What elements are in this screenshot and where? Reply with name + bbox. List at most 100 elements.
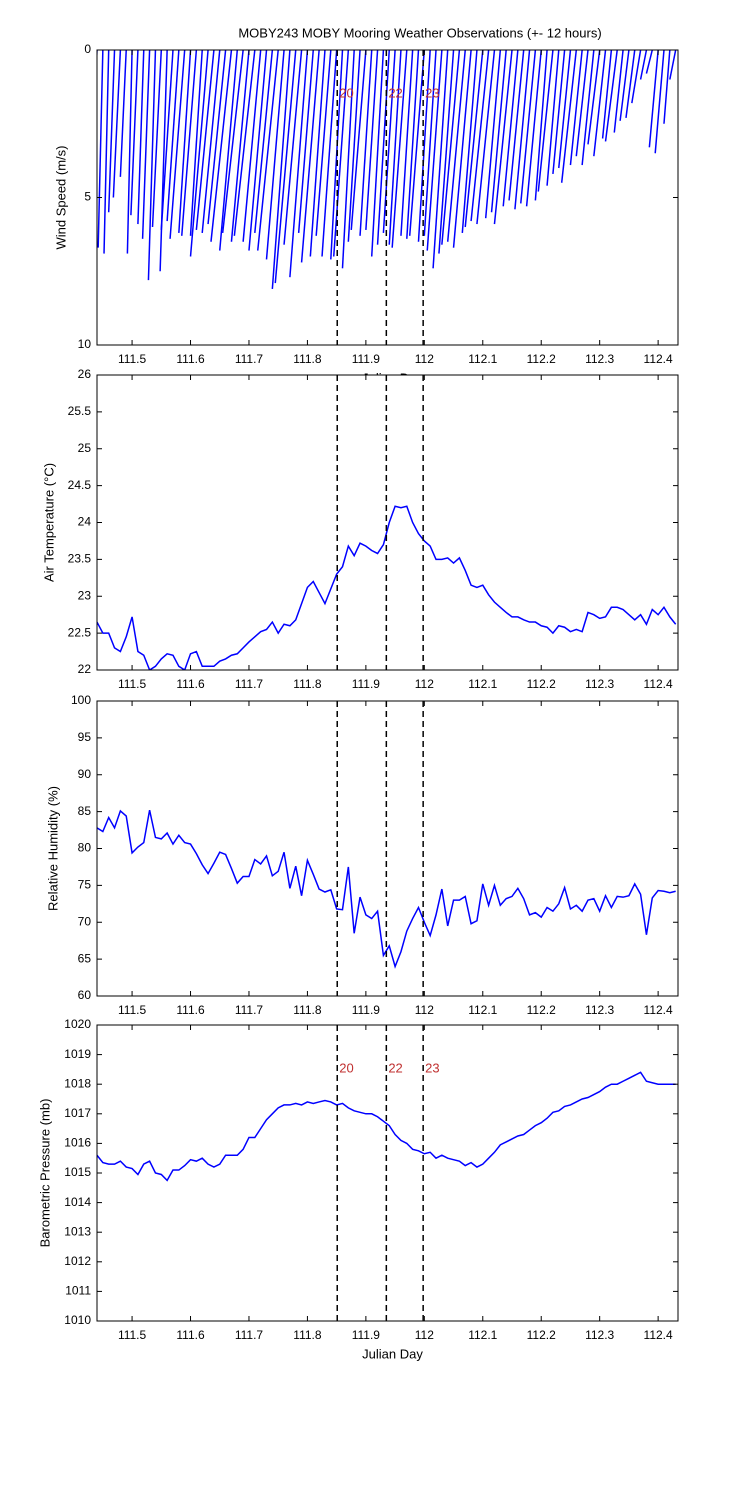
x-tick-label: 111.5 (118, 677, 147, 691)
y-tick-label: 1017 (64, 1106, 91, 1120)
y-tick-label: 90 (78, 767, 92, 781)
wind-stick (593, 50, 607, 157)
x-tick-label: 112 (415, 1328, 434, 1342)
wind-stick (119, 50, 127, 177)
wind-stick (151, 50, 163, 228)
wind-stick (297, 50, 315, 233)
x-tick-label: 112.1 (468, 352, 497, 366)
wind-stick (625, 50, 636, 118)
y-tick-label: 70 (78, 914, 92, 928)
wind-stick (370, 50, 385, 257)
wind-stick (438, 50, 455, 254)
x-tick-label: 112.2 (527, 352, 556, 366)
data-line (97, 1071, 676, 1182)
wind-stick (569, 50, 583, 166)
x-tick-label: 112.3 (585, 1328, 614, 1342)
y-tick-label: 26 (78, 367, 92, 381)
event-label: 22 (388, 85, 402, 100)
plot-content (97, 1071, 676, 1182)
y-tick-label: 23 (78, 588, 92, 602)
wind-stick (265, 50, 285, 260)
x-tick-label: 112.4 (644, 1003, 673, 1017)
wind-stick (300, 50, 320, 263)
x-tick-label: 112 (415, 352, 434, 366)
wind-stick (663, 50, 671, 124)
x-tick-label: 112.1 (468, 1328, 497, 1342)
wind-stick (254, 50, 274, 233)
wind-stick (376, 50, 391, 245)
wind-stick (520, 50, 537, 204)
wind-stick (441, 50, 461, 245)
chart-title: MOBY243 MOBY Mooring Weather Observation… (238, 25, 601, 40)
wind-stick (137, 50, 145, 225)
event-label: 23 (425, 1060, 439, 1075)
x-tick-label: 111.8 (293, 1328, 322, 1342)
wind-stick (470, 50, 490, 222)
wind-stick (230, 50, 250, 242)
y-tick-label: 1020 (64, 1017, 91, 1031)
y-tick-label: 80 (78, 841, 92, 855)
wind-stick (160, 50, 174, 230)
wind-stick (218, 50, 239, 251)
event-label: 20 (339, 85, 353, 100)
event-label: 22 (388, 1060, 402, 1075)
wind-stick (408, 50, 426, 236)
wind-stick (189, 50, 203, 236)
plot-area (97, 50, 678, 345)
wind-stick (493, 50, 513, 225)
wind-stick (207, 50, 227, 225)
y-tick-label: 1012 (64, 1254, 91, 1268)
y-tick-label: 23.5 (68, 552, 92, 566)
x-tick-label: 111.8 (293, 1003, 322, 1017)
y-tick-label: 0 (84, 42, 91, 56)
wind-stick (126, 50, 133, 254)
x-axis-title: Julian Day (362, 1346, 423, 1361)
y-tick-label: 10 (78, 337, 92, 351)
wind-stick (130, 50, 139, 216)
wind-stick (648, 50, 659, 148)
event-label: 23 (425, 85, 439, 100)
x-tick-label: 111.7 (235, 352, 264, 366)
y-tick-label: 22.5 (68, 625, 92, 639)
x-tick-label: 112.4 (644, 1328, 673, 1342)
x-tick-label: 111.6 (176, 1328, 205, 1342)
y-tick-label: 1011 (65, 1284, 91, 1298)
wind-stick (400, 50, 414, 236)
wind-stick (210, 50, 233, 242)
wind-stick (631, 50, 642, 104)
x-tick-label: 112.3 (585, 677, 614, 691)
wind-stick (350, 50, 367, 231)
wind-stick (654, 50, 665, 154)
y-tick-label: 65 (78, 951, 92, 965)
x-tick-label: 111.7 (235, 677, 264, 691)
wind-stick (332, 50, 350, 257)
y-tick-label: 25.5 (68, 404, 92, 418)
x-tick-label: 112.2 (527, 1003, 556, 1017)
wind-stick (490, 50, 507, 213)
x-tick-label: 111.5 (118, 1003, 147, 1017)
wind-stick (476, 50, 496, 225)
x-tick-label: 112.1 (468, 1003, 497, 1017)
x-tick-label: 112.2 (527, 677, 556, 691)
wind-stick (560, 50, 578, 183)
plot-content (97, 50, 677, 290)
wind-stick (537, 50, 554, 192)
wind-stick (534, 50, 548, 201)
wind-stick (423, 50, 437, 236)
y-axis-title: Wind Speed (m/s) (53, 145, 68, 249)
wind-stick (464, 50, 484, 228)
wind-stick (452, 50, 472, 248)
x-tick-label: 112.4 (644, 677, 673, 691)
wind-stick (141, 50, 151, 239)
x-tick-label: 112.2 (527, 1328, 556, 1342)
data-line (97, 809, 676, 969)
wind-stick (221, 50, 244, 233)
wind-stick (601, 50, 613, 139)
wind-stick (446, 50, 466, 242)
x-tick-label: 111.9 (352, 677, 381, 691)
wind-stick (242, 50, 262, 242)
y-tick-label: 24.5 (68, 478, 92, 492)
y-tick-label: 100 (71, 693, 91, 707)
wind-stick (189, 50, 209, 257)
